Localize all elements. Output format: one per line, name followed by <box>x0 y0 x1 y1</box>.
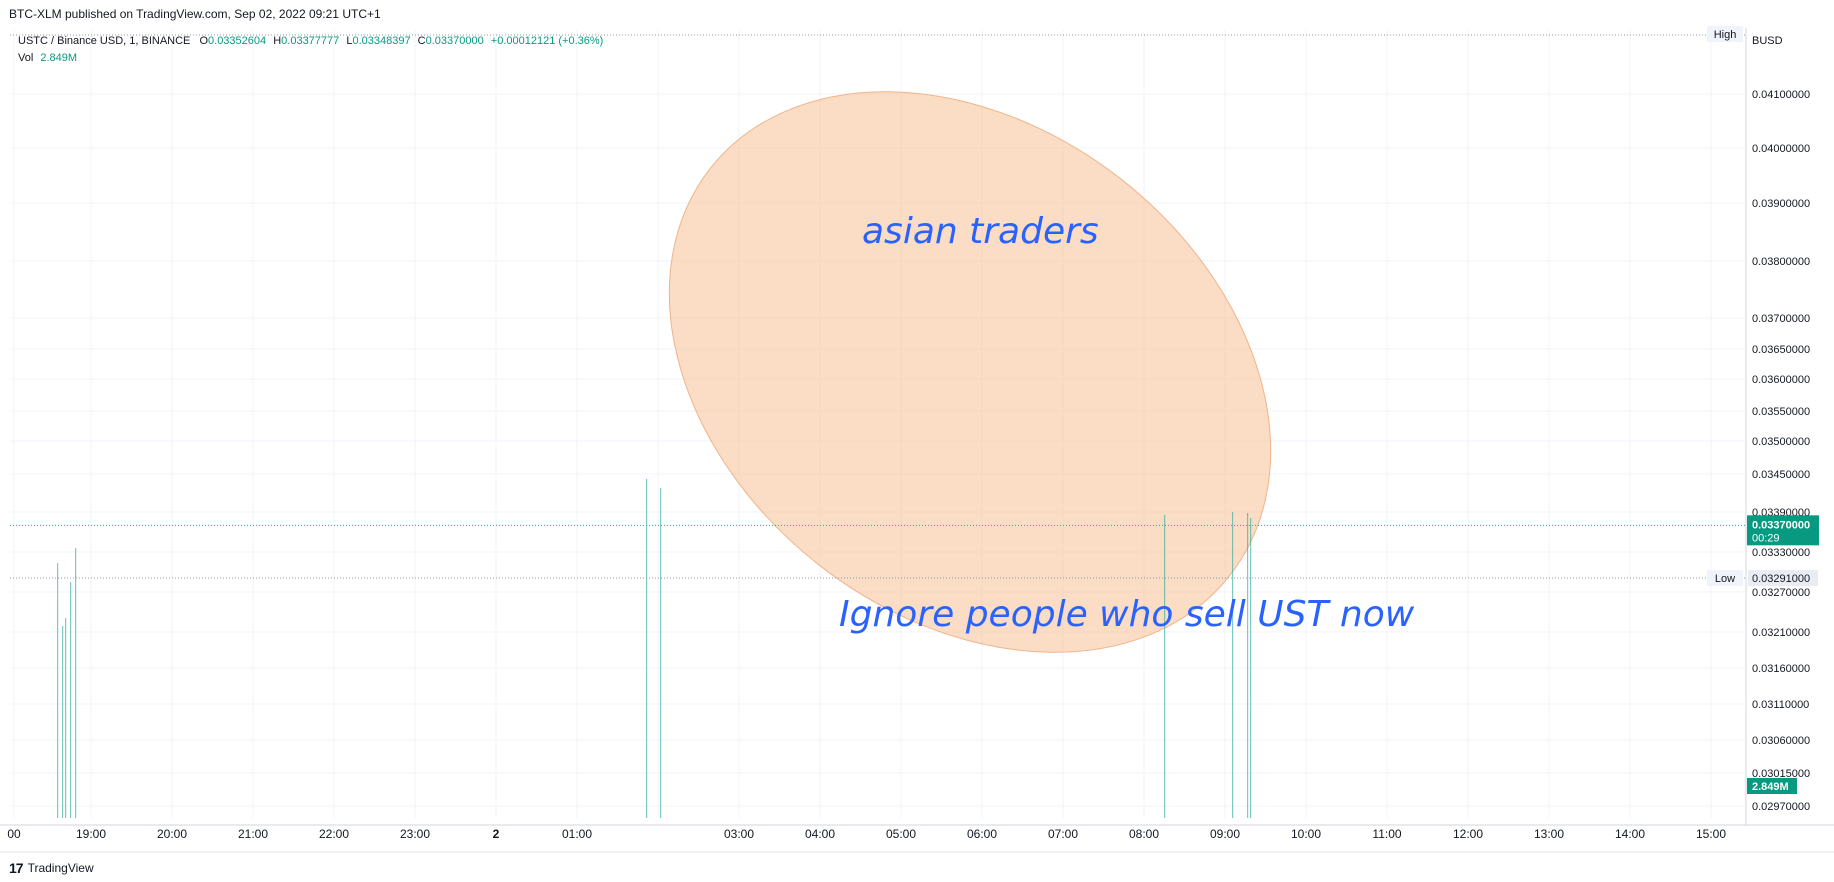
y-tick-label: 0.03060000 <box>1752 735 1810 747</box>
highlight-ellipse[interactable] <box>559 0 1381 768</box>
x-tick-label: 09:00 <box>1210 827 1240 841</box>
x-tick-label: 04:00 <box>805 827 835 841</box>
x-tick-label: 08:00 <box>1129 827 1159 841</box>
reference-lines <box>10 34 1745 579</box>
footer-brand[interactable]: 17 TradingView <box>9 860 94 876</box>
x-tick-label: 06:00 <box>967 827 997 841</box>
legend-vol-label[interactable]: Vol <box>18 52 34 64</box>
low-value-label: 0.03291000 <box>1752 573 1810 585</box>
axes: 0.04100000 0.04000000 0.03900000 0.03800000… <box>0 26 1834 853</box>
legend-h-label: H <box>273 35 282 47</box>
legend-c-value: 0.03370000 <box>425 35 484 47</box>
high-badge <box>1707 26 1743 42</box>
x-tick-label: 03:00 <box>724 827 754 841</box>
last-price-label: 0.03370000 <box>1752 519 1810 531</box>
x-tick-label: 05:00 <box>886 827 916 841</box>
y-tick-label: 0.03900000 <box>1752 198 1810 210</box>
legend-l-label: L <box>346 35 353 47</box>
y-tick-label: 0.03550000 <box>1752 406 1810 418</box>
legend-c-label: C <box>417 35 426 47</box>
y-tick-label: 0.03270000 <box>1752 587 1810 599</box>
x-tick-label: 15:00 <box>1696 827 1726 841</box>
ohlc-legend: USTC / Binance USD, 1, BINANCE O0.033526… <box>18 35 603 47</box>
highlight-ellipse-layer <box>559 0 1381 768</box>
x-tick-label: 13:00 <box>1534 827 1564 841</box>
volume-spike <box>65 618 67 818</box>
high-label: High <box>1714 29 1737 41</box>
y-tick-label: 0.03110000 <box>1752 699 1809 711</box>
volume-spike <box>75 548 77 818</box>
volume-badge <box>1747 778 1797 794</box>
low-badge <box>1707 570 1743 586</box>
countdown-label: 00:29 <box>1752 532 1780 544</box>
legend-h-value: 0.03377777 <box>281 35 340 47</box>
volume-spike <box>646 479 648 818</box>
x-tick-label: 07:00 <box>1048 827 1078 841</box>
volume-spike <box>1232 512 1234 818</box>
volume-bars <box>57 479 1252 818</box>
y-tick-label: 0.03800000 <box>1752 256 1810 268</box>
y-tick-label: 0.03600000 <box>1752 374 1810 386</box>
low-label: Low <box>1715 573 1735 585</box>
y-tick-label: 0.03500000 <box>1752 436 1810 448</box>
volume-spike <box>1250 518 1252 818</box>
y-tick-label: 0.04000000 <box>1752 143 1810 155</box>
y-tick-label: 0.03015000 <box>1752 768 1810 780</box>
volume-spike <box>62 626 64 818</box>
currency-label: BUSD <box>1752 35 1783 47</box>
annotation-asian-traders[interactable]: asian traders <box>862 211 1099 252</box>
legend-change: +0.00012121 (+0.36%) <box>490 35 604 47</box>
annotation-layer: asian traders Ignore people who sell UST… <box>839 211 1415 635</box>
low-value-badge <box>1748 570 1818 586</box>
y-tick-label: 0.03160000 <box>1752 663 1810 675</box>
x-tick-label: 21:00 <box>238 827 268 841</box>
volume-spike <box>70 582 72 818</box>
legend-symbol[interactable]: USTC / Binance USD, 1, BINANCE <box>18 35 191 47</box>
footer-brand-text: TradingView <box>27 861 94 875</box>
y-tick-label: 0.02970000 <box>1752 801 1810 813</box>
volume-badge-label: 2.849M <box>1752 781 1789 793</box>
x-tick-label: 23:00 <box>400 827 430 841</box>
y-tick-label: 0.03650000 <box>1752 344 1810 356</box>
y-tick-label: 0.03330000 <box>1752 547 1810 559</box>
x-tick-label: 22:00 <box>319 827 349 841</box>
x-tick-label: 20:00 <box>157 827 187 841</box>
last-price-badge <box>1747 515 1819 546</box>
volume-spike <box>660 488 662 818</box>
volume-spike <box>1247 513 1249 818</box>
x-tick-label: 14:00 <box>1615 827 1645 841</box>
legend-o-label: O <box>199 35 209 47</box>
volume-spike <box>1164 515 1166 818</box>
y-tick-label: 0.04100000 <box>1752 89 1810 101</box>
volume-legend: Vol 2.849M <box>18 52 77 64</box>
x-tick-label: 2 <box>493 827 500 841</box>
legend-o-value: 0.03352604 <box>208 35 267 47</box>
x-tick-label: 11:00 <box>1372 827 1401 841</box>
x-tick-label: 12:00 <box>1453 827 1483 841</box>
legend-vol-value: 2.849M <box>40 52 78 64</box>
x-tick-label: 19:00 <box>76 827 106 841</box>
annotation-ignore-sellers[interactable]: Ignore people who sell UST now <box>839 594 1415 635</box>
y-tick-label: 0.03210000 <box>1752 627 1810 639</box>
publish-header: BTC-XLM published on TradingView.com, Se… <box>0 0 1834 28</box>
x-tick-label: 10:00 <box>1291 827 1321 841</box>
published-text: BTC-XLM published on TradingView.com, Se… <box>9 7 381 21</box>
legend-l-value: 0.03348397 <box>352 35 411 47</box>
volume-spike <box>57 563 59 818</box>
x-tick-label: 01:00 <box>562 827 592 841</box>
y-tick-label: 0.03700000 <box>1752 313 1810 325</box>
x-tick-label: 00 <box>7 827 21 841</box>
y-tick-label: 0.03450000 <box>1752 469 1810 481</box>
tv-logo-icon: 17 <box>9 860 24 876</box>
